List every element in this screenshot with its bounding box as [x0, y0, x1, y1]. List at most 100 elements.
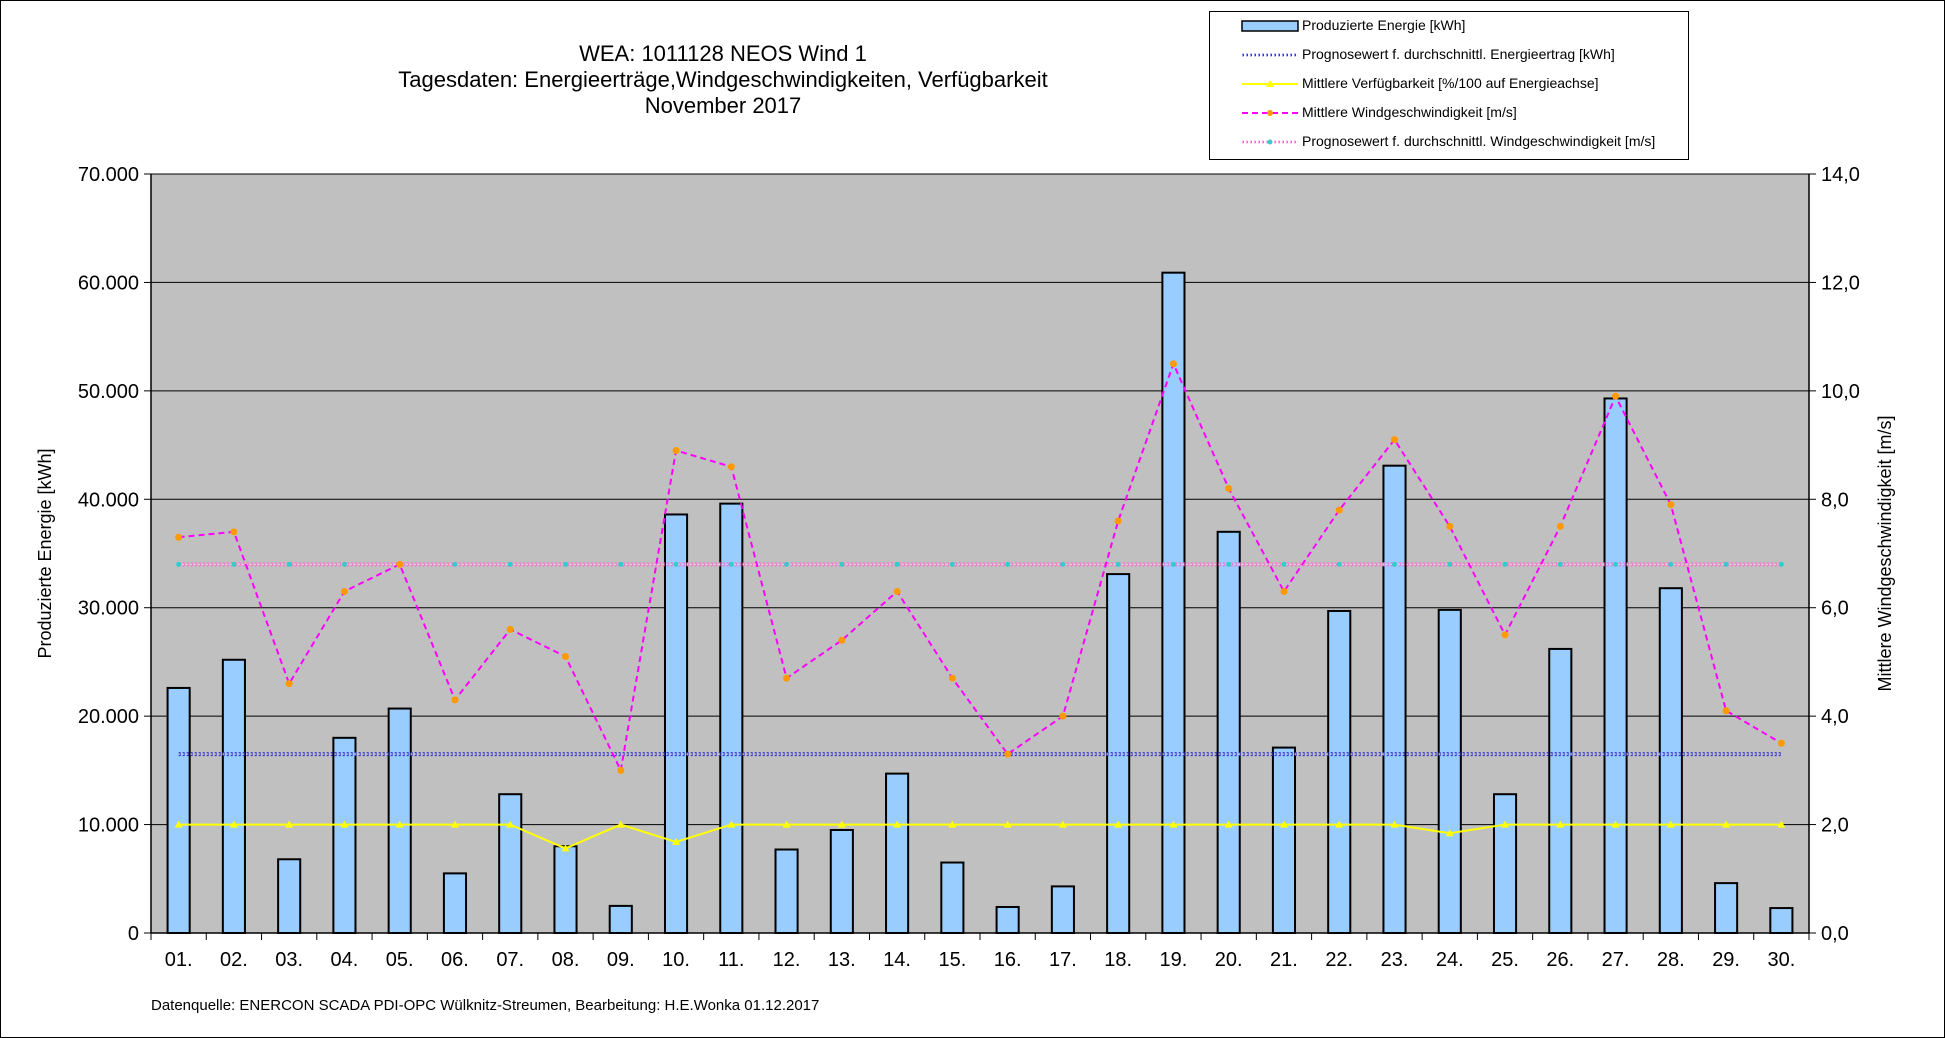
x-tick-label: 12.	[773, 949, 801, 971]
y-tick-label: 60.000	[78, 272, 139, 294]
point-availability	[1335, 820, 1344, 828]
point-availability	[1114, 820, 1123, 828]
bar-energy	[1216, 530, 1241, 934]
point-wind-speed	[948, 674, 956, 682]
bar-energy	[498, 793, 523, 934]
point-availability	[1501, 820, 1510, 828]
point-availability	[727, 820, 736, 828]
legend-label-energy-forecast: Prognosewert f. durchschnittl. Energieer…	[1302, 46, 1615, 62]
x-tick-label: 04.	[331, 949, 359, 971]
point-wind-forecast	[1778, 561, 1784, 567]
legend-energy-forecast-swatch	[1242, 53, 1298, 57]
point-wind-speed	[1391, 436, 1398, 444]
point-wind-speed	[1335, 506, 1343, 514]
y-tick-label: 20.000	[78, 706, 139, 728]
point-availability	[1169, 820, 1178, 828]
bar-energy	[829, 828, 854, 934]
bar-energy	[1658, 587, 1683, 934]
y-tick-label: 40.000	[78, 489, 139, 511]
bar-energy	[553, 845, 578, 934]
point-availability	[1003, 820, 1012, 828]
y-tick-label: 30.000	[78, 598, 139, 620]
chart-title-line-2: Tagesdaten: Energieerträge,Windgeschwind…	[398, 67, 1048, 92]
bar-energy	[774, 848, 799, 935]
chart-title-line-1: WEA: 1011128 NEOS Wind 1	[579, 41, 867, 66]
legend-label-energy: Produzierte Energie [kWh]	[1302, 17, 1466, 33]
point-wind-speed	[1169, 360, 1177, 368]
y2-tick-label: 12,0	[1821, 272, 1860, 294]
point-availability	[1058, 820, 1067, 828]
point-wind-speed	[783, 674, 791, 682]
point-wind-speed	[562, 653, 569, 661]
point-wind-speed	[340, 587, 348, 595]
x-tick-label: 21.	[1270, 949, 1298, 971]
point-wind-forecast	[1392, 561, 1397, 567]
legend: Produzierte Energie [kWh] Prognosewert f…	[1209, 11, 1689, 160]
y2-tick-label: 2,0	[1821, 815, 1849, 837]
y2-tick-label: 0,0	[1821, 923, 1849, 945]
point-availability	[506, 820, 515, 828]
bar-energy	[719, 502, 744, 934]
point-wind-speed	[175, 533, 183, 541]
bar-energy	[1161, 271, 1186, 935]
chart-title-line-3: November 2017	[644, 93, 802, 118]
point-wind-speed	[1059, 712, 1067, 720]
bar-energy	[1437, 608, 1462, 935]
y-tick-label: 0	[128, 923, 139, 945]
point-wind-forecast	[341, 561, 347, 567]
x-tick-label: 10.	[662, 949, 690, 971]
legend-item-energy: Produzierte Energie [kWh]	[1210, 14, 1688, 40]
point-wind-speed	[838, 636, 846, 644]
point-wind-forecast	[1170, 561, 1176, 567]
x-tick-label: 30.	[1767, 949, 1795, 971]
point-availability	[1390, 820, 1399, 828]
bar-energy	[1548, 647, 1573, 934]
x-tick-label: 17.	[1049, 949, 1077, 971]
y2-tick-label: 6,0	[1821, 598, 1849, 620]
y-tick-label: 50.000	[78, 381, 139, 403]
point-wind-speed	[1612, 392, 1620, 400]
y-axis-label: Produzierte Energie [kWh]	[35, 448, 55, 658]
point-availability	[948, 820, 957, 828]
legend-availability-swatch	[1242, 80, 1298, 87]
point-wind-speed	[1446, 522, 1454, 530]
point-availability	[450, 820, 459, 828]
point-wind-speed	[1777, 739, 1785, 747]
point-wind-speed	[727, 463, 735, 471]
y2-tick-label: 10,0	[1821, 381, 1860, 403]
point-wind-speed	[1225, 484, 1233, 492]
x-tick-label: 14.	[883, 949, 911, 971]
point-wind-forecast	[1005, 561, 1011, 567]
point-availability	[1777, 820, 1786, 828]
point-wind-forecast	[618, 561, 624, 567]
point-wind-forecast	[231, 561, 237, 567]
point-availability	[1224, 820, 1233, 828]
point-wind-speed	[1556, 522, 1564, 530]
x-tick-label: 09.	[607, 949, 635, 971]
point-wind-forecast	[1060, 561, 1066, 567]
bar-energy	[1327, 609, 1352, 935]
bar-energy	[1106, 573, 1131, 934]
bar-energy	[1271, 746, 1297, 935]
y-tick-label: 10.000	[78, 815, 139, 837]
y2-tick-label: 8,0	[1821, 489, 1849, 511]
x-tick-label: 05.	[386, 949, 414, 971]
data-source-note: Datenquelle: ENERCON SCADA PDI-OPC Wülkn…	[151, 997, 820, 1014]
bar-energy	[1603, 397, 1628, 934]
point-wind-forecast	[1613, 561, 1619, 567]
point-wind-speed	[506, 625, 514, 633]
point-availability	[616, 820, 625, 828]
bar-energy	[885, 772, 910, 934]
point-wind-forecast	[507, 561, 513, 567]
x-tick-label: 19.	[1160, 949, 1188, 971]
point-availability	[672, 837, 681, 845]
point-wind-forecast	[894, 561, 900, 567]
bar-energy	[1382, 464, 1407, 934]
line-availability	[178, 823, 1782, 850]
point-wind-speed	[230, 528, 238, 536]
point-wind-speed	[1280, 587, 1288, 595]
point-availability	[1556, 820, 1565, 828]
point-availability	[1666, 820, 1675, 828]
legend-item-wind-speed: Mittlere Windgeschwindigkeit [m/s]	[1210, 101, 1688, 127]
